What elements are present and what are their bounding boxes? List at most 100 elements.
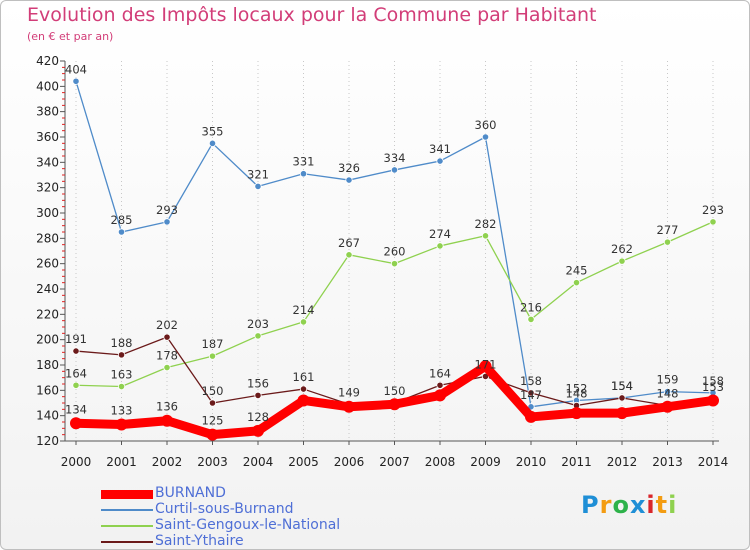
point-burnand-2008 — [434, 389, 446, 402]
data-label-curtil-sous-burnand-2003: 355 — [202, 124, 224, 138]
chart-title: Evolution des Impôts locaux pour la Comm… — [27, 4, 597, 26]
x-tick-label-2003: 2003 — [197, 455, 228, 469]
legend-swatch-burnand — [101, 490, 153, 499]
x-tick-label-2001: 2001 — [106, 455, 137, 469]
point-saint-gengoux-le-national-2002 — [163, 363, 171, 372]
logo-letter: P — [581, 491, 600, 519]
point-saint-ythaire-2001 — [117, 351, 126, 359]
data-label-burnand-2002: 136 — [156, 400, 178, 414]
data-label-layer: 134 133 136 125 128 404 285 293 355 321 331 326 334 3… — [65, 62, 724, 427]
data-label-burnand-2004: 128 — [247, 410, 269, 424]
x-tick-label-2005: 2005 — [288, 455, 319, 469]
data-label-saint-ythaire-2001: 188 — [111, 336, 133, 350]
point-saint-ythaire-2003 — [208, 399, 217, 407]
data-label-saint-ythaire-2007: 150 — [384, 384, 406, 398]
point-curtil-sous-burnand-2008 — [436, 157, 444, 165]
point-saint-gengoux-le-national-2006 — [345, 251, 353, 259]
y-tick-label-140: 140 — [36, 409, 59, 423]
x-tick-label-2004: 2004 — [243, 455, 274, 469]
data-label-curtil-sous-burnand-2005: 331 — [293, 155, 315, 169]
data-label-saint-ythaire-2002: 202 — [156, 318, 178, 332]
data-label-curtil-sous-burnand-2006: 326 — [338, 161, 360, 175]
point-saint-ythaire-2005 — [299, 385, 308, 393]
data-label-saint-gengoux-le-national-2006: 267 — [338, 236, 360, 250]
data-label-saint-ythaire-2012: 154 — [611, 379, 633, 393]
data-label-saint-ythaire-2003: 150 — [202, 384, 224, 398]
y-tick-label-280: 280 — [36, 231, 59, 245]
point-saint-ythaire-2010 — [527, 389, 535, 397]
point-saint-ythaire-2000 — [72, 347, 80, 355]
point-saint-ythaire-2004 — [254, 391, 262, 399]
proxiti-logo: Proxiti — [581, 491, 677, 519]
logo-letter: o — [612, 491, 630, 519]
data-label-saint-ythaire-2010: 158 — [520, 374, 542, 388]
y-tick-label-300: 300 — [36, 206, 59, 220]
point-curtil-sous-burnand-2003 — [208, 139, 217, 147]
y-tick-label-260: 260 — [36, 257, 59, 271]
data-label-curtil-sous-burnand-2002: 293 — [156, 203, 178, 217]
data-label-saint-gengoux-le-national-2008: 274 — [429, 227, 451, 241]
point-saint-gengoux-le-national-2009 — [481, 232, 490, 240]
y-tick-label-160: 160 — [36, 383, 59, 397]
data-label-curtil-sous-burnand-2011: 152 — [566, 381, 588, 395]
data-label-saint-gengoux-le-national-2009: 282 — [475, 217, 497, 231]
data-label-curtil-sous-burnand-2014: 158 — [702, 374, 724, 388]
point-burnand-2002 — [161, 414, 173, 427]
data-label-saint-gengoux-le-national-2014: 293 — [702, 203, 724, 217]
point-saint-gengoux-le-national-2005 — [299, 318, 308, 326]
y-tick-label-420: 420 — [36, 54, 59, 68]
legend-label-saint-gengoux: Saint-Gengoux-le-National — [155, 517, 341, 533]
data-label-saint-gengoux-le-national-2012: 262 — [611, 242, 633, 256]
point-saint-gengoux-le-national-2014 — [709, 218, 717, 226]
point-burnand-2010 — [525, 410, 537, 423]
point-saint-gengoux-le-national-2012 — [618, 257, 626, 265]
legend-label-burnand: BURNAND — [155, 485, 226, 501]
data-label-saint-ythaire-2013: 148 — [657, 387, 679, 401]
point-curtil-sous-burnand-2004 — [254, 182, 262, 190]
point-burnand-2003 — [206, 428, 219, 441]
point-burnand-2006 — [343, 400, 355, 413]
data-label-burnand-2003: 125 — [202, 414, 224, 428]
point-curtil-sous-burnand-2000 — [72, 77, 80, 85]
point-burnand-2001 — [115, 418, 128, 431]
x-tick-label-2007: 2007 — [379, 455, 410, 469]
y-tick-label-120: 120 — [36, 434, 59, 448]
data-label-saint-gengoux-le-national-2003: 187 — [202, 337, 224, 351]
y-tick-label-320: 320 — [36, 181, 59, 195]
y-tick-label-180: 180 — [36, 358, 59, 372]
y-tick-label-220: 220 — [36, 307, 59, 321]
data-label-saint-gengoux-le-national-2002: 178 — [156, 349, 178, 363]
point-burnand-2000 — [70, 417, 82, 430]
point-curtil-sous-burnand-2001 — [117, 228, 126, 236]
data-label-saint-ythaire-2005: 161 — [293, 370, 315, 384]
point-saint-gengoux-le-national-2013 — [663, 238, 672, 246]
legend-swatch-curtil — [101, 509, 153, 511]
x-tick-label-2000: 2000 — [61, 455, 92, 469]
data-label-saint-ythaire-2008: 164 — [429, 366, 451, 380]
x-tick-label-2010: 2010 — [516, 455, 547, 469]
legend-label-curtil: Curtil-sous-Burnand — [155, 501, 294, 517]
data-label-curtil-sous-burnand-2009: 360 — [475, 118, 497, 132]
data-label-curtil-sous-burnand-2001: 285 — [111, 213, 133, 227]
x-tick-label-2013: 2013 — [652, 455, 683, 469]
data-label-curtil-sous-burnand-2013: 159 — [657, 373, 679, 387]
point-curtil-sous-burnand-2013 — [663, 387, 672, 396]
data-label-saint-gengoux-le-national-2010: 216 — [520, 300, 542, 314]
y-tick-label-240: 240 — [36, 282, 59, 296]
data-label-saint-ythaire-2000: 191 — [65, 332, 87, 346]
series-layer — [70, 77, 719, 441]
logo-letter: i — [646, 491, 656, 519]
y-tick-label-400: 400 — [36, 79, 59, 93]
point-saint-gengoux-le-national-2001 — [117, 382, 126, 391]
point-curtil-sous-burnand-2006 — [345, 176, 353, 184]
data-label-saint-ythaire-2011: 148 — [566, 387, 588, 401]
x-tick-label-2008: 2008 — [425, 455, 456, 469]
y-tick-label-200: 200 — [36, 333, 59, 347]
axis-layer: 120 140 160 180 200 220 240 260 280 300 320 340 360 3… — [36, 54, 728, 469]
data-label-curtil-sous-burnand-2004: 321 — [247, 167, 269, 181]
logo-letter: x — [629, 491, 647, 519]
x-tick-label-2012: 2012 — [607, 455, 638, 469]
x-tick-label-2009: 2009 — [470, 455, 501, 469]
legend-label-saint-ythaire: Saint-Ythaire — [155, 533, 244, 549]
